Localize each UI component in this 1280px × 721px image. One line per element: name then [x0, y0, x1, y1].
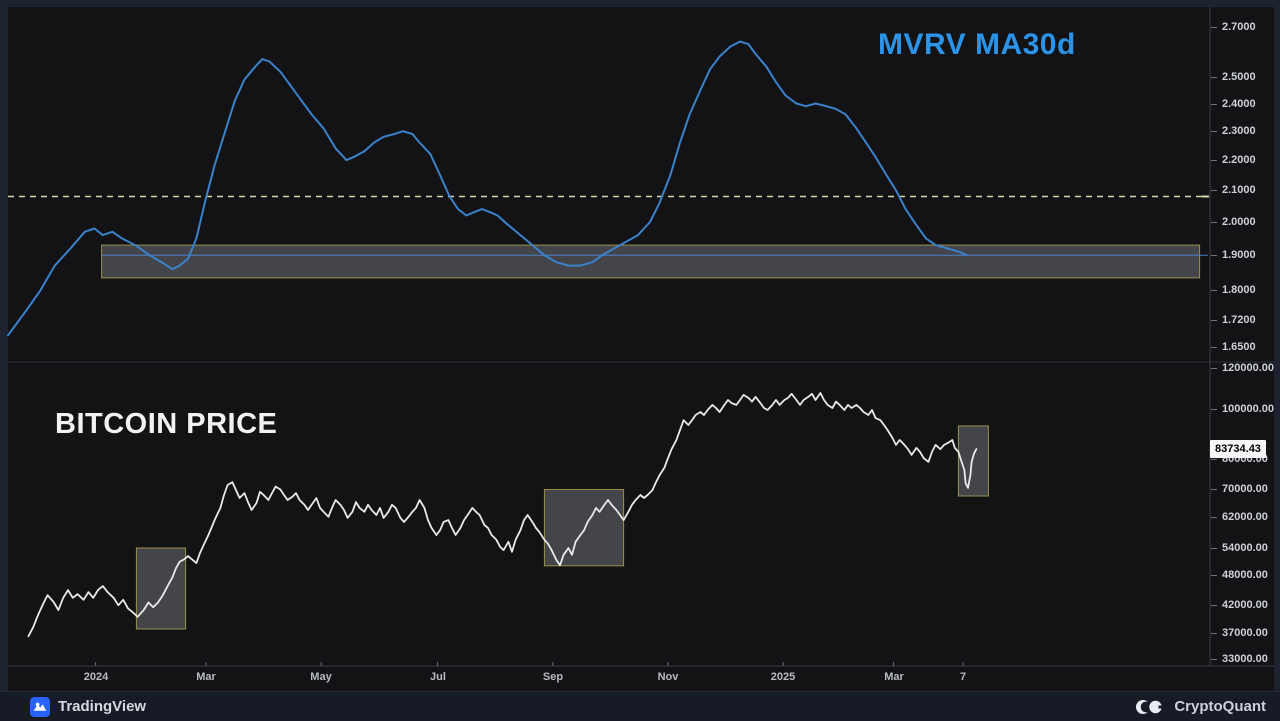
x-axis-tick-label: Nov — [657, 671, 679, 683]
y-axis-tick-label: 1.6500 — [1211, 341, 1256, 353]
mvrv-panel-title: MVRV MA30d — [878, 28, 1076, 61]
highlight-zone — [101, 244, 1201, 279]
y-axis-tick-label: 1.9000 — [1211, 249, 1256, 261]
y-axis-tick-label: 70000.00 — [1211, 483, 1268, 495]
last-price-label: 83734.43 — [1210, 440, 1266, 458]
tradingview-label[interactable]: TradingView — [58, 698, 147, 715]
x-axis-tick-label: Mar — [196, 671, 216, 683]
y-axis-tick-label: 1.7200 — [1211, 314, 1256, 326]
cryptoquant-watermark: CryptoQuant — [1136, 698, 1266, 715]
btc-panel-title: BITCOIN PRICE — [55, 408, 278, 440]
cryptoquant-label: CryptoQuant — [1174, 698, 1266, 715]
footer: TradingView CryptoQuant — [0, 691, 1280, 721]
highlight-zone — [543, 489, 625, 567]
y-axis-tick-label: 1.8000 — [1211, 284, 1256, 296]
y-axis-tick-label: 33000.00 — [1211, 653, 1268, 665]
y-axis-tick-label: 2.3000 — [1211, 125, 1256, 137]
chart-background — [8, 7, 1274, 692]
y-axis-tick-label: 2.1000 — [1211, 184, 1256, 196]
y-axis-tick-label: 54000.00 — [1211, 542, 1268, 554]
x-axis-tick-label: 2024 — [83, 671, 109, 683]
y-axis-tick-label: 100000.00 — [1211, 403, 1274, 415]
y-axis-tick-label: 2.4000 — [1211, 98, 1256, 110]
y-axis-tick-label: 48000.00 — [1211, 569, 1268, 581]
y-axis-tick-label: 120000.00 — [1211, 362, 1274, 374]
tradingview-attribution[interactable]: TradingView — [30, 696, 147, 717]
cryptoquant-logo-icon — [1136, 699, 1166, 714]
y-axis-tick-label: 2.7000 — [1211, 21, 1256, 33]
y-axis-tick-label: 37000.00 — [1211, 627, 1268, 639]
y-axis-tick-label: 2.5000 — [1211, 71, 1256, 83]
x-axis-tick-label: 7 — [959, 671, 967, 683]
y-axis-tick-label: 2.2000 — [1211, 154, 1256, 166]
y-axis-tick-label: 62000.00 — [1211, 511, 1268, 523]
y-axis-tick-label: 2.0000 — [1211, 216, 1256, 228]
x-axis-tick-label: Jul — [430, 671, 446, 683]
y-axis-tick-label: 42000.00 — [1211, 599, 1268, 611]
mvrv-line[interactable] — [7, 40, 968, 337]
x-axis-tick-label: Sep — [542, 671, 564, 683]
highlight-zone — [135, 547, 187, 630]
x-axis-tick-label: May — [310, 671, 332, 683]
btc-price-line[interactable] — [27, 392, 978, 638]
highlight-zone — [957, 425, 989, 497]
x-axis-tick-label: Mar — [884, 671, 904, 683]
x-axis-tick-label: 2025 — [770, 671, 796, 683]
tradingview-logo-icon[interactable] — [30, 696, 50, 717]
